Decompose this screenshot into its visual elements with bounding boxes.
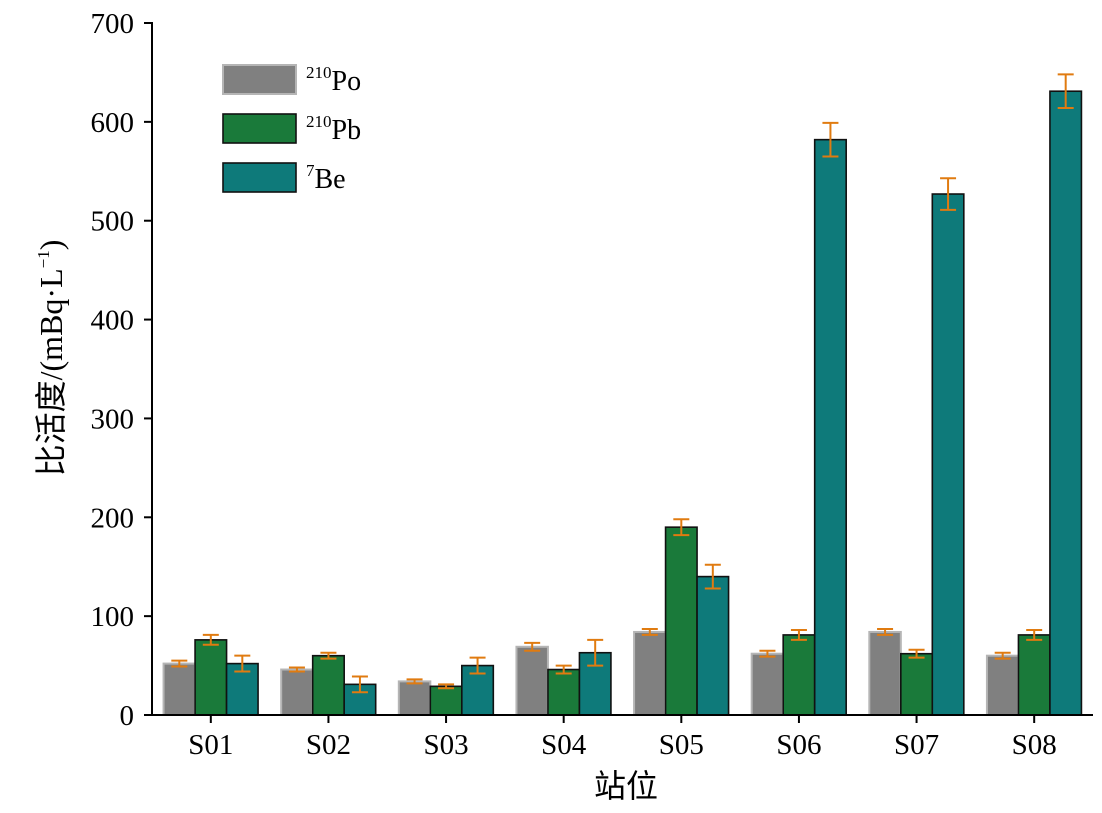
y-tick-label-500: 500 <box>91 206 135 238</box>
legend-label-3: 7Be <box>306 161 346 195</box>
legend-label-superscript: 210 <box>306 63 332 82</box>
legend-label-base: Pb <box>332 115 362 146</box>
y-axis-title-main: 比活度/(mBq·L <box>33 268 69 476</box>
bar-s07-series-3 <box>931 193 965 716</box>
x-tick-label-s07: S07 <box>894 729 939 761</box>
bar-s04-series-3 <box>578 651 612 716</box>
legend-label-base: Be <box>315 164 346 195</box>
x-tick-label-s03: S03 <box>423 729 468 761</box>
bar-s08-series-1 <box>985 654 1020 717</box>
bar-layer <box>162 90 1083 717</box>
x-tick-label-s06: S06 <box>776 729 821 761</box>
legend-label-superscript: 210 <box>306 112 332 131</box>
bar-s05-series-3 <box>696 575 730 716</box>
y-axis-title: 比活度/(mBq·L−1) <box>33 240 69 477</box>
x-tick-label-s04: S04 <box>541 729 587 761</box>
bar-s08-series-2 <box>1017 634 1051 716</box>
x-tick-label-s02: S02 <box>306 729 351 761</box>
bar-s05-series-2 <box>664 526 698 716</box>
legend-label-1: 210Po <box>306 63 361 97</box>
y-tick-label-700: 700 <box>91 8 135 40</box>
y-tick-label-600: 600 <box>91 107 135 139</box>
axes: 0 100 200 300 400 500 600 700 S01 S02 S03 S04 S05 S06… <box>91 8 1093 761</box>
bar-s06-series-2 <box>782 634 816 716</box>
legend-swatch-2 <box>222 113 297 144</box>
bar-s02-series-2 <box>311 654 345 716</box>
y-tick-label-200: 200 <box>91 502 135 534</box>
bar-s02-series-1 <box>280 668 314 716</box>
bar-s06-series-1 <box>750 652 785 716</box>
y-axis-title-close: ) <box>33 240 69 251</box>
y-axis-title-sup: −1 <box>34 250 53 268</box>
bar-s03-series-1 <box>397 680 432 716</box>
error-bar-layer <box>171 73 1074 694</box>
legend-label-superscript: 7 <box>306 161 315 180</box>
x-tick-label-s01: S01 <box>188 729 233 761</box>
x-axis-title: 站位 <box>594 768 658 804</box>
y-tick-label-400: 400 <box>91 305 135 337</box>
legend-swatch-1 <box>222 64 297 95</box>
bar-s04-series-2 <box>547 668 581 716</box>
bar-s04-series-1 <box>515 645 549 716</box>
x-tick-label-s05: S05 <box>659 729 704 761</box>
x-tick-label-s08: S08 <box>1012 729 1057 761</box>
bar-s01-series-1 <box>162 662 197 717</box>
bar-s03-series-2 <box>429 685 463 716</box>
bar-s05-series-1 <box>633 630 667 717</box>
y-tick-label-100: 100 <box>91 601 135 633</box>
y-tick-label-300: 300 <box>91 403 135 435</box>
bar-s07-series-2 <box>900 652 934 716</box>
legend-swatch-3 <box>222 162 297 193</box>
y-tick-label-0: 0 <box>120 700 135 732</box>
legend-label-base: Po <box>332 66 362 97</box>
bar-s08-series-3 <box>1049 90 1083 716</box>
legend-label-2: 210Pb <box>306 112 361 146</box>
bar-s07-series-1 <box>868 630 902 717</box>
bar-s06-series-3 <box>813 138 847 716</box>
bar-s01-series-2 <box>194 639 228 716</box>
